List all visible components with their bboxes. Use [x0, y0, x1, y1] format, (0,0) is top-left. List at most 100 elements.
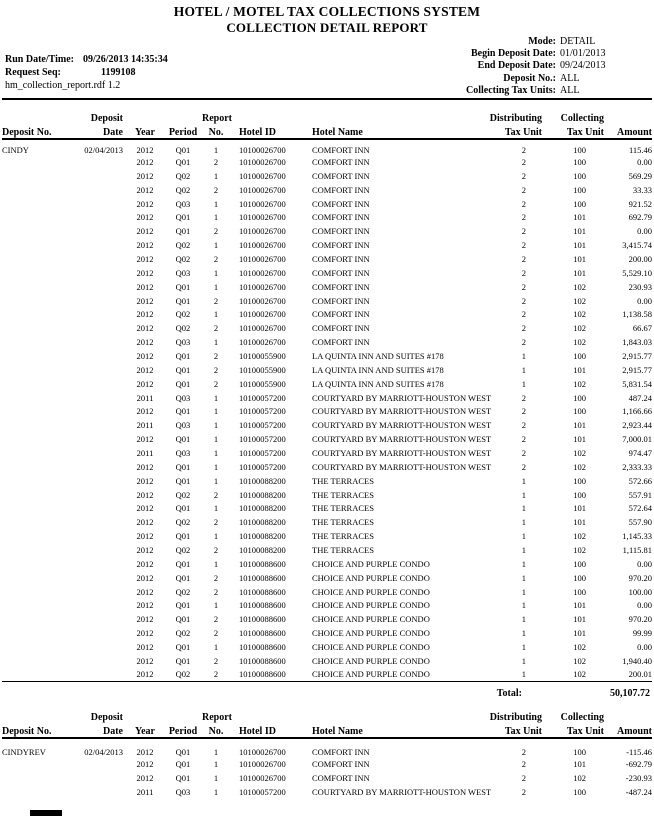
column-header-report-no-1: Report [202, 712, 232, 723]
cell: 2 [521, 309, 526, 320]
cell [82, 585, 126, 599]
cell: 2012 [136, 503, 154, 514]
request-seq-label: Request Seq: [5, 67, 61, 79]
cell: 1 [213, 434, 219, 445]
cell: 0.00 [637, 295, 652, 306]
cell: 1 [213, 267, 219, 278]
mode-label: Mode: [528, 36, 556, 47]
cell [2, 785, 82, 799]
cell: 2 [521, 447, 526, 458]
cell [2, 349, 82, 363]
cell: 101 [573, 212, 586, 223]
cell: 10100088600 [239, 572, 286, 583]
cell: 102 [573, 461, 586, 472]
cell: 2012 [136, 586, 154, 597]
cell: 2012 [136, 517, 154, 528]
cell: 2012 [136, 475, 154, 486]
cell: Q03 [175, 198, 191, 209]
cell: 2012 [136, 655, 154, 666]
cell: 2011 [136, 787, 154, 797]
cell: 100 [573, 350, 586, 361]
cell: CHOICE AND PURPLE CONDO [312, 655, 430, 666]
cell: 10100088600 [239, 642, 286, 652]
cell: 100 [573, 489, 586, 500]
cell: 2012 [136, 323, 154, 334]
cell: 100 [573, 156, 586, 167]
cell: CINDY [2, 145, 29, 155]
cell: COMFORT INN [312, 226, 370, 237]
cell: 557.91 [628, 489, 652, 500]
cell: 10100055900 [239, 378, 286, 389]
cell: 66.67 [632, 323, 652, 334]
cell: 2 [213, 253, 219, 264]
column-header-distributing-2: Tax Unit [482, 723, 542, 739]
cell: Q02 [175, 669, 191, 680]
cell: 2012 [136, 184, 154, 195]
cell: COURTYARD BY MARRIOTT-HOUSTON WEST [312, 420, 492, 431]
cell [82, 771, 126, 785]
cell [2, 488, 82, 502]
cell: 2012 [136, 309, 154, 320]
table-row: 2012 Q01 1 10100088600 CHOICE AND PURPLE CON… [2, 599, 653, 613]
cell: 10100057200 [239, 461, 286, 472]
cell: Q01 [175, 212, 191, 223]
cell: Q02 [175, 323, 191, 334]
cell: 2012 [136, 170, 154, 181]
cell: 1 [521, 642, 526, 652]
cell: Q01 [175, 281, 191, 292]
cell [82, 183, 126, 197]
cell [2, 474, 82, 488]
cell: 101 [573, 240, 586, 251]
cell: COMFORT INN [312, 156, 370, 167]
cell: 2012 [136, 226, 154, 237]
param-mode: Mode: DETAIL [378, 36, 648, 48]
table-row: 2012 Q02 1 10100026700 COMFORT INN 2 101 3,415.… [2, 238, 653, 252]
cell: 2 [213, 544, 219, 555]
cell [82, 668, 126, 682]
cell: 1 [213, 198, 219, 209]
cell: Q01 [175, 461, 191, 472]
cell: 10100026700 [239, 156, 286, 167]
cell: 1 [521, 378, 526, 389]
cell [2, 404, 82, 418]
column-header-deposit-date-2: Date [82, 124, 126, 140]
table-row: 2011 Q03 1 10100057200 COURTYARD BY MARRIOTT… [2, 418, 652, 432]
table-row: 2012 Q01 1 10100088600 CHOICE AND PURPLE CON… [2, 640, 653, 654]
cell [82, 169, 126, 183]
cell: 1,138.58 [622, 309, 652, 320]
cell [82, 599, 126, 613]
cell [82, 757, 126, 771]
tax-units-value: ALL [560, 84, 580, 96]
cell: 102 [573, 378, 586, 389]
cell [82, 543, 126, 557]
cell: Q01 [175, 572, 191, 583]
section-total-row: Total: 50,107.72 [2, 688, 652, 702]
table-row: 2012 Q01 2 10100088600 CHOICE AND PURPLE CON… [2, 571, 653, 585]
cell: 101 [573, 614, 586, 625]
cell [82, 515, 126, 529]
column-header-collecting-2: Tax Unit [542, 124, 604, 140]
cell: 2012 [136, 156, 154, 167]
table-row: 2012 Q01 1 10100057200 COURTYARD BY MARRIOTT… [2, 460, 653, 474]
cell: 1 [521, 350, 526, 361]
table-header: Deposit Report Distributing Collecting D… [2, 712, 652, 739]
cell: 974.47 [628, 447, 652, 458]
cell: Q01 [175, 364, 191, 375]
cell: 2 [213, 364, 219, 375]
cell: 2,333.33 [622, 461, 652, 472]
cell: 10100057200 [239, 447, 286, 458]
cell: THE TERRACES [312, 517, 374, 528]
cell: 10100026700 [239, 759, 286, 769]
cell: 2 [521, 281, 526, 292]
cell: Q01 [175, 655, 191, 666]
end-date-value: 09/24/2013 [560, 60, 606, 72]
cell: 2 [213, 655, 219, 666]
cell [82, 335, 126, 349]
cell: CHOICE AND PURPLE CONDO [312, 642, 430, 652]
column-header-distributing-1: Distributing [489, 113, 542, 124]
cell: COMFORT INN [312, 323, 370, 334]
cell: 10100055900 [239, 364, 286, 375]
cell: Q01 [175, 226, 191, 237]
column-header-amount: Amount [604, 723, 652, 739]
cell: 10100026700 [239, 212, 286, 223]
